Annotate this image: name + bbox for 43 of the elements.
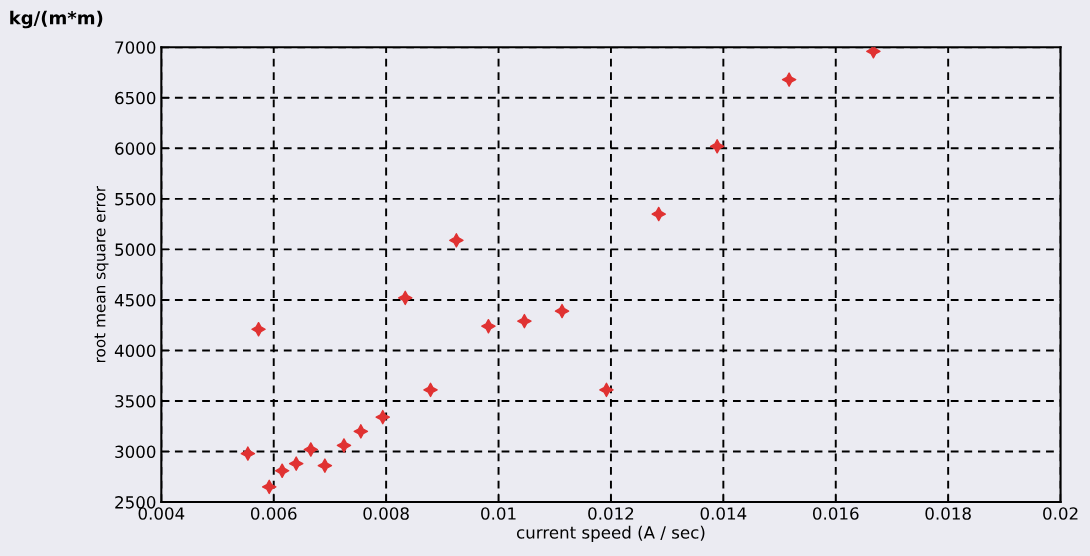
x-tick-label: 0.012 [588, 507, 634, 520]
point [240, 446, 256, 461]
text: kg/(m*m) [10, 10, 103, 29]
x-tick-label: 0.01 [481, 507, 516, 520]
point [651, 206, 667, 222]
x-tick-label: 0.008 [363, 507, 409, 520]
point [449, 233, 464, 248]
y-tick-label: 6000 [115, 142, 156, 155]
point [517, 313, 532, 329]
point [353, 424, 369, 439]
x-axis-title: current speed (A / sec) [516, 525, 705, 542]
point [554, 303, 570, 319]
y-tick-label: 5000 [115, 243, 156, 256]
x-tick-label: 0.02 [1043, 507, 1078, 520]
y-tick-label: 4500 [114, 293, 156, 307]
x-tick-label: 0.006 [250, 507, 297, 520]
y-tick-label: 3000 [115, 445, 156, 459]
y-tick-label: 3500 [115, 394, 156, 408]
point [288, 456, 304, 471]
point [781, 72, 797, 87]
point [866, 47, 881, 59]
point [336, 438, 352, 453]
x-tick-label: 0.018 [925, 507, 971, 520]
point [303, 442, 319, 457]
point [423, 382, 438, 398]
point [261, 479, 277, 495]
point [251, 321, 266, 337]
x-tick-label: 0.014 [700, 507, 747, 520]
point [397, 290, 413, 306]
y-tick-label: 5500 [115, 192, 156, 206]
y-tick-label: 2500 [115, 496, 156, 509]
x-tick-label: 0.004 [138, 507, 185, 520]
point [481, 318, 496, 334]
point [375, 409, 391, 425]
y-axis-title: root mean square error [94, 185, 109, 363]
point [274, 463, 290, 479]
y-tick-label: 4000 [114, 344, 156, 358]
point [317, 458, 333, 473]
point [709, 139, 725, 154]
x-tick-label: 0.016 [813, 507, 859, 520]
point [599, 382, 614, 398]
y-tick-label: 6500 [115, 91, 156, 105]
y-tick-label: 7000 [115, 41, 156, 54]
